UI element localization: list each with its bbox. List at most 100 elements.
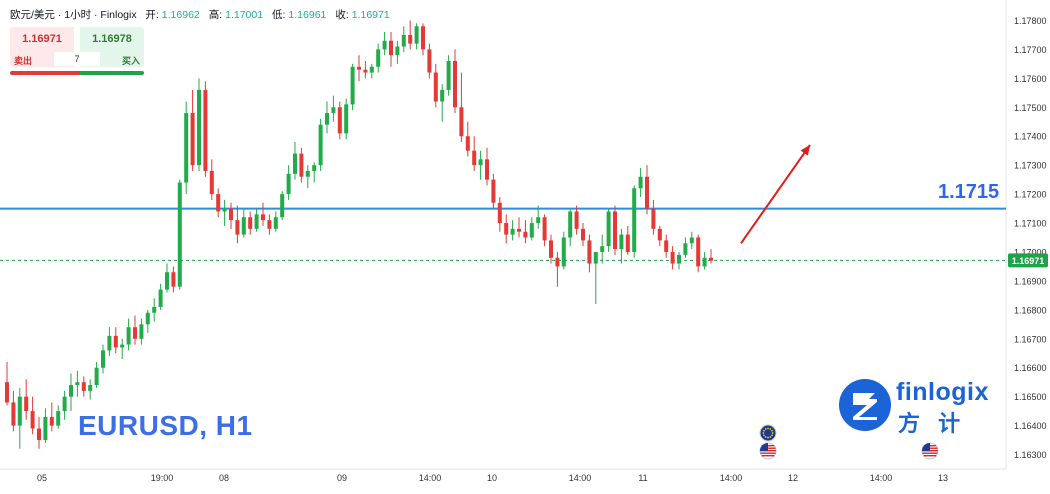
candle-down xyxy=(555,257,560,267)
y-axis: 1.17800 1.17700 1.17600 1.17500 1.17400 1.173… xyxy=(1008,16,1048,460)
candle-up xyxy=(344,104,349,134)
candle-down xyxy=(363,69,368,73)
spread-value: 7 xyxy=(54,52,100,66)
candle-down xyxy=(651,208,656,229)
candle-down xyxy=(549,240,553,258)
x-tick-label: 08 xyxy=(219,473,229,483)
candle-up xyxy=(177,182,182,287)
level-label: 1.1715 xyxy=(938,181,1000,203)
candle-down xyxy=(542,217,547,241)
candle-up xyxy=(478,159,483,166)
y-tick-label: 1.17600 xyxy=(1014,74,1047,84)
trade-panel: 1.16971 卖出 1.16978 买入 7 xyxy=(10,27,144,77)
candle-up xyxy=(325,113,329,125)
x-tick-label: 19:00 xyxy=(151,473,174,483)
grid xyxy=(0,0,1007,470)
candle-down xyxy=(389,40,393,56)
candle-up xyxy=(632,188,637,252)
chart-header: 欧元/美元 · 1小时 · Finlogix 开: 1.16962 高: 1.170… xyxy=(10,7,396,22)
candle-up xyxy=(401,34,406,47)
candle-down xyxy=(24,396,29,412)
candle-up xyxy=(619,234,624,250)
candle-up xyxy=(561,237,566,267)
candle-up xyxy=(536,217,541,224)
candle-up xyxy=(56,411,61,426)
candle-down xyxy=(491,179,496,203)
candle-down xyxy=(645,176,649,209)
x-axis: 05 19:00 08 09 14:00 10 14:00 11 14:00 12 14:00 13 xyxy=(37,473,948,483)
candle-down xyxy=(670,251,675,264)
candle-up xyxy=(139,324,144,339)
us-flag-stripe xyxy=(922,452,938,454)
candle-down xyxy=(657,228,662,241)
eu-flag-star xyxy=(763,429,765,432)
eu-flag-star xyxy=(762,432,765,434)
candle-down xyxy=(696,237,701,267)
annotations xyxy=(740,144,811,244)
candle-down xyxy=(421,26,425,50)
brand-name: finlogix xyxy=(896,378,989,406)
candle-down xyxy=(459,107,464,137)
candle-up xyxy=(286,173,291,195)
candle-up xyxy=(75,382,80,386)
candle-up xyxy=(165,272,169,290)
sell-volume-bar xyxy=(10,71,80,75)
forecast-arrow-head xyxy=(800,144,810,156)
us-flag-stripe xyxy=(760,452,776,454)
candle-down xyxy=(267,220,272,229)
candle-up xyxy=(184,113,189,183)
candle-down xyxy=(664,240,669,252)
x-tick-label: 10 xyxy=(487,473,497,483)
candle-up xyxy=(280,194,285,218)
candle-down xyxy=(5,382,9,403)
symbol-label: EURUSD, H1 xyxy=(78,410,253,441)
candle-up xyxy=(120,344,125,348)
eu-flag-star xyxy=(771,434,773,437)
candle-up xyxy=(689,237,694,244)
current-price-label: 1.16971 xyxy=(1012,256,1045,266)
candle-up xyxy=(107,335,112,351)
us-flag-icon[interactable] xyxy=(759,442,777,460)
candle-down xyxy=(453,60,457,108)
y-tick-label: 1.16300 xyxy=(1014,450,1047,460)
open-label: 开: xyxy=(145,9,159,21)
level-layer xyxy=(0,207,1006,261)
y-tick-label: 1.16700 xyxy=(1014,334,1047,344)
y-tick-label: 1.17800 xyxy=(1014,16,1047,26)
candle-up xyxy=(382,40,387,50)
candle-up xyxy=(414,26,419,44)
candle-up xyxy=(17,396,22,426)
x-tick-label: 09 xyxy=(337,473,347,483)
candle-up xyxy=(62,396,67,412)
candle-up xyxy=(376,49,381,67)
eu-flag-bg xyxy=(759,424,777,442)
us-flag-icon[interactable] xyxy=(921,442,939,460)
high-value: 1.17001 xyxy=(225,9,264,21)
candle-down xyxy=(427,49,432,73)
candle-down xyxy=(408,34,413,44)
event-icons[interactable] xyxy=(759,424,939,460)
candle-down xyxy=(30,411,35,429)
candle-up xyxy=(126,327,131,345)
x-tick-label: 14:00 xyxy=(720,473,743,483)
sell-label: 卖出 xyxy=(14,56,33,66)
candle-down xyxy=(209,170,214,195)
candle-up xyxy=(241,217,246,235)
candle-up xyxy=(606,211,611,247)
candle-down xyxy=(11,402,16,426)
candle-up xyxy=(94,367,99,386)
x-tick-label: 14:00 xyxy=(569,473,592,483)
eu-flag-star xyxy=(767,427,769,430)
x-tick-label: 13 xyxy=(938,473,948,483)
y-tick-label: 1.16800 xyxy=(1014,305,1047,315)
candle-down xyxy=(472,150,477,166)
eu-flag-icon[interactable] xyxy=(759,424,777,442)
candle-up xyxy=(600,246,605,252)
candle-up xyxy=(305,170,310,177)
candle-down xyxy=(37,428,41,441)
candle-down xyxy=(229,208,233,221)
x-tick-label: 14:00 xyxy=(419,473,442,483)
eu-flag-star xyxy=(771,432,774,434)
